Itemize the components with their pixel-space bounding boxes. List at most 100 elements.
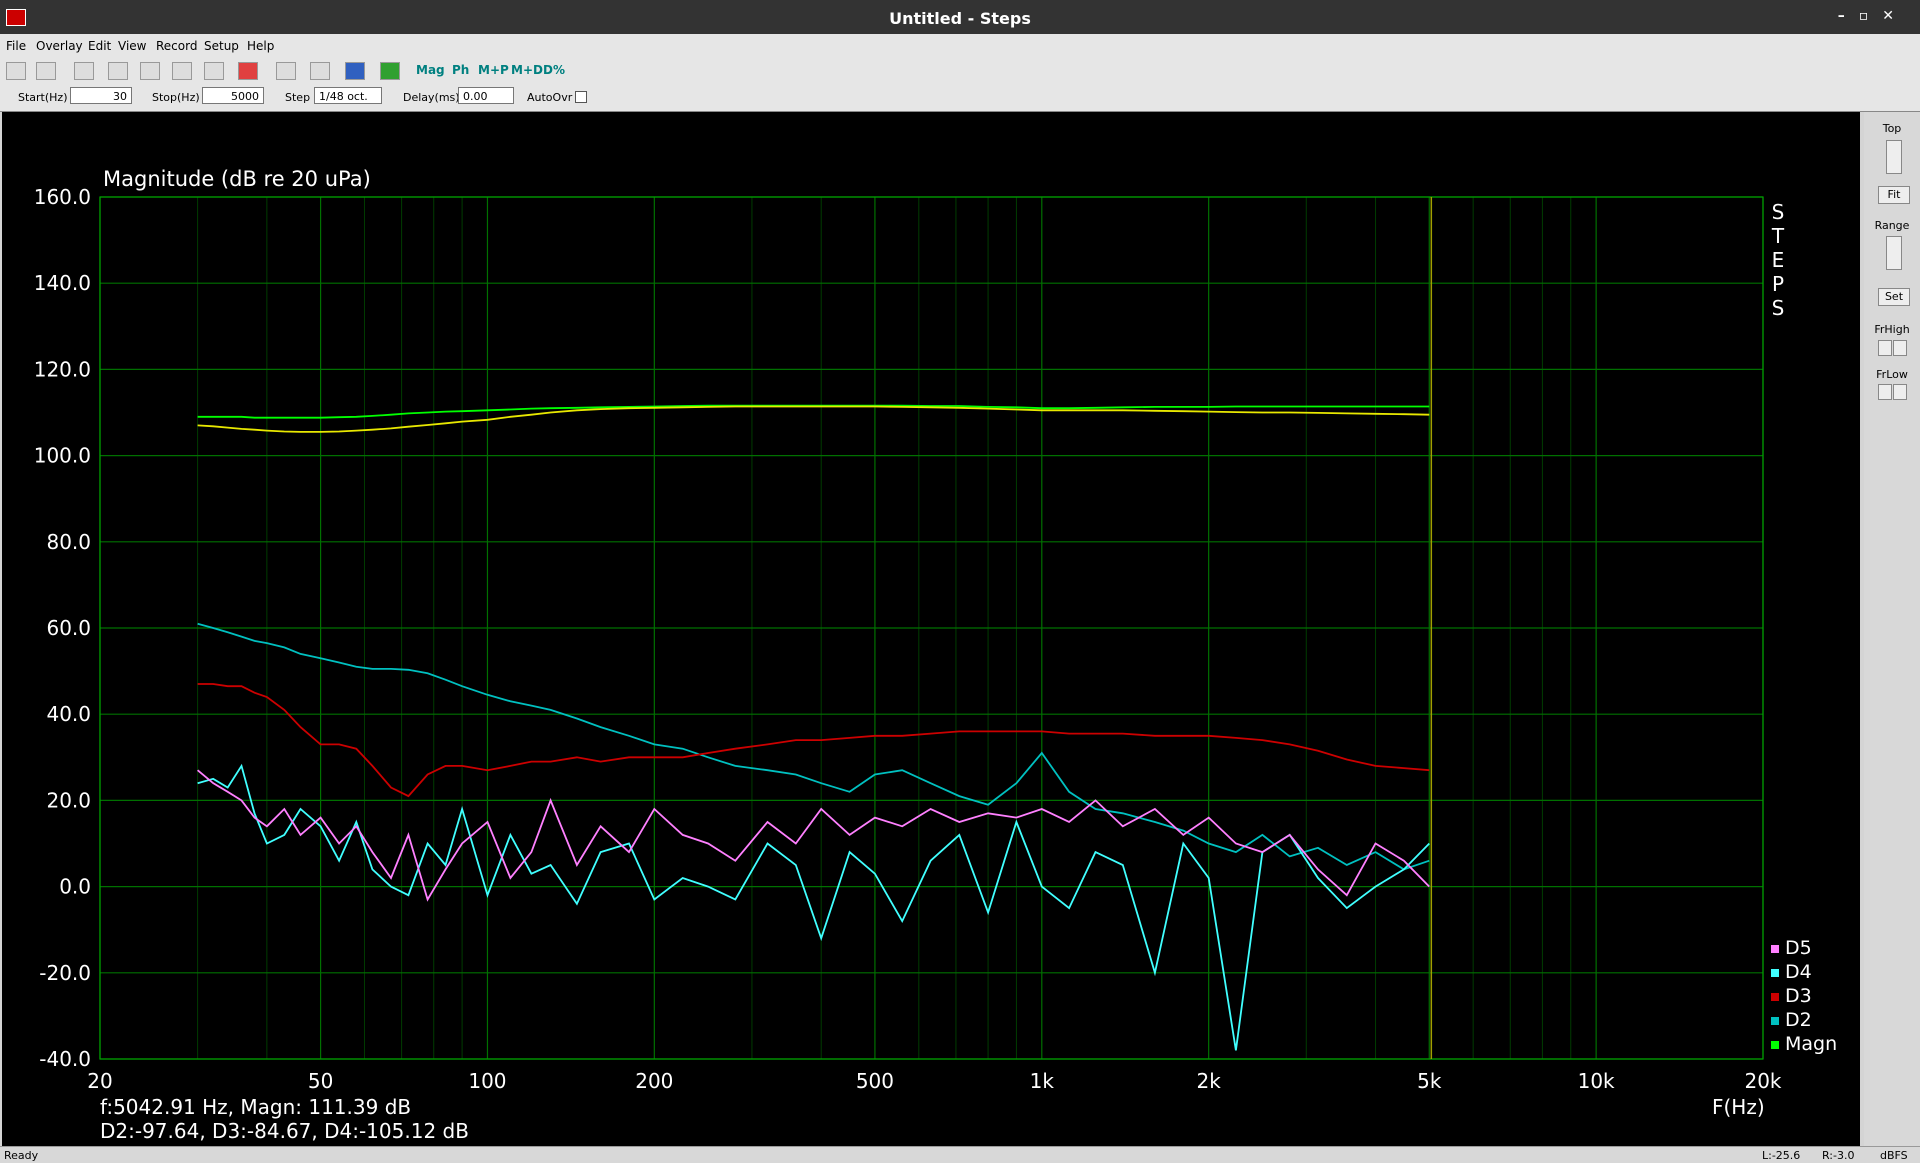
menu-bar: File Overlay Edit View Record Setup Help [0, 34, 1920, 58]
arrow-button[interactable] [1878, 384, 1892, 400]
toolbar-icon[interactable] [310, 62, 330, 80]
legend-swatch [1771, 945, 1779, 953]
label: Step [285, 91, 311, 104]
toolbar-button[interactable]: M+P [478, 63, 509, 77]
legend-label: Magn [1785, 1033, 1837, 1055]
label: AutoOvr [527, 91, 573, 104]
menu-item[interactable]: Record [156, 39, 198, 53]
button[interactable]: Fit [1878, 186, 1910, 204]
toolbar-icon[interactable] [238, 62, 258, 80]
status-level: R:-3.0 [1822, 1149, 1855, 1162]
label: Delay(ms) [403, 91, 460, 104]
checkbox[interactable] [575, 91, 587, 103]
y-tick-label: 40.0 [46, 702, 91, 726]
legend-label: D3 [1785, 985, 1812, 1007]
legend-label: D2 [1785, 1009, 1812, 1031]
cursor-readout: f:5042.91 Hz, Magn: 111.39 dB [100, 1095, 411, 1119]
menu-item[interactable]: Overlay [36, 39, 83, 53]
y-tick-label: 0.0 [59, 875, 91, 899]
label: Stop(Hz) [152, 91, 200, 104]
x-tick-label: 500 [856, 1069, 894, 1093]
toolbar-button[interactable]: Mag [416, 63, 445, 77]
status-text: Ready [4, 1149, 39, 1162]
arrow-button[interactable] [1893, 384, 1907, 400]
x-tick-label: 5k [1417, 1069, 1442, 1093]
series-line [197, 404, 1430, 419]
toolbar-button[interactable]: Ph [452, 63, 470, 77]
legend-label: D5 [1785, 937, 1812, 959]
toolbar-icon[interactable] [140, 62, 160, 80]
status-bar: Ready L:-25.6 R:-3.0 dBFS [0, 1146, 1920, 1163]
series-line [197, 683, 1430, 798]
y-tick-label: 60.0 [46, 616, 91, 640]
input[interactable]: 30 [70, 87, 132, 104]
toolbar-icon[interactable] [74, 62, 94, 80]
menu-item[interactable]: Help [247, 39, 275, 53]
y-tick-label: 120.0 [34, 357, 91, 381]
toolbar-icon[interactable] [276, 62, 296, 80]
spinner[interactable] [1886, 140, 1902, 174]
x-tick-label: 2k [1197, 1069, 1222, 1093]
cursor-readout: D2:-97.64, D3:-84.67, D4:-105.12 dB [100, 1119, 469, 1143]
y-axis-title: Magnitude (dB re 20 uPa) [103, 167, 371, 191]
y-tick-label: 160.0 [34, 185, 91, 209]
y-tick-label: 100.0 [34, 444, 91, 468]
y-tick-label: -40.0 [39, 1047, 91, 1071]
toolbar-button[interactable]: D% [543, 63, 565, 77]
label: Top [1882, 122, 1902, 135]
y-tick-label: 140.0 [34, 271, 91, 295]
y-tick-label: 80.0 [46, 530, 91, 554]
status-unit: dBFS [1880, 1149, 1908, 1162]
series-line [197, 769, 1430, 902]
legend-swatch [1771, 969, 1779, 977]
legend-swatch [1771, 1017, 1779, 1025]
sidebar: Top Fit Range Set FrHigh FrLow [1864, 112, 1920, 1146]
x-tick-label: 10k [1578, 1069, 1615, 1093]
input[interactable]: 5000 [202, 87, 264, 104]
params-bar: Start(Hz) 30 Stop(Hz) 5000 Step 1/48 oct… [0, 83, 1920, 112]
toolbar-icon[interactable] [6, 62, 26, 80]
label: Start(Hz) [18, 91, 68, 104]
menu-item[interactable]: Edit [88, 39, 112, 53]
title-bar: Untitled - Steps –▫✕ [0, 0, 1920, 34]
series-line [197, 763, 1430, 1051]
menu-item[interactable]: View [118, 39, 147, 53]
menu-item[interactable]: File [6, 39, 27, 53]
arrow-button[interactable] [1878, 340, 1892, 356]
toolbar-icon[interactable] [172, 62, 192, 80]
toolbar-button[interactable]: M+D [511, 63, 543, 77]
spinner[interactable] [1886, 236, 1902, 270]
dropdown[interactable]: 1/48 oct. [314, 87, 382, 104]
label: FrHigh [1874, 323, 1910, 336]
legend-swatch [1771, 1041, 1779, 1049]
toolbar-icon[interactable] [204, 62, 224, 80]
x-tick-label: 20k [1744, 1069, 1781, 1093]
label: FrLow [1876, 368, 1908, 381]
toolbar-icon[interactable] [345, 62, 365, 80]
menu-item[interactable]: Setup [204, 39, 239, 53]
y-tick-label: 20.0 [46, 788, 91, 812]
toolbar-icon[interactable] [36, 62, 56, 80]
label: Range [1874, 219, 1910, 232]
x-axis-title: F(Hz) [1712, 1095, 1765, 1119]
arrow-button[interactable] [1893, 340, 1907, 356]
input[interactable]: 0.00 [458, 87, 514, 104]
status-level: L:-25.6 [1762, 1149, 1801, 1162]
x-tick-label: 20 [87, 1069, 112, 1093]
series-line [197, 405, 1430, 433]
y-tick-label: -20.0 [39, 961, 91, 985]
toolbar: Mag Ph M+P M+D D% [0, 58, 1920, 83]
legend-label: D4 [1785, 961, 1812, 983]
window-title: Untitled - Steps [889, 9, 1031, 28]
legend-swatch [1771, 993, 1779, 1001]
button[interactable]: Set [1878, 288, 1910, 306]
toolbar-icon[interactable] [108, 62, 128, 80]
x-tick-label: 100 [468, 1069, 506, 1093]
window-controls[interactable]: –▫✕ [1837, 8, 1908, 24]
x-tick-label: 200 [635, 1069, 673, 1093]
side-label: STEPS [1766, 200, 1790, 320]
toolbar-icon[interactable] [380, 62, 400, 80]
app-icon [6, 9, 26, 26]
